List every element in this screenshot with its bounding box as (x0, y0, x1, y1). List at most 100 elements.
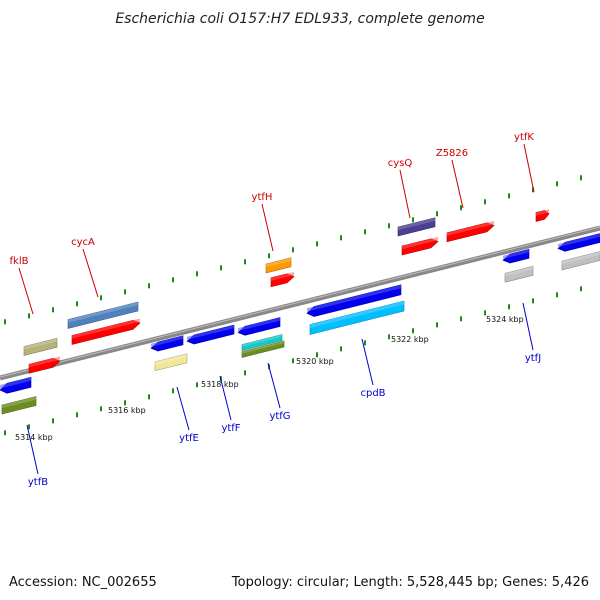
feature-ytfG-partner-a-highlight (242, 334, 282, 347)
feature-ytfB-partner[interactable] (1, 396, 37, 415)
accession-label: Accession: NC_002655 (9, 575, 157, 590)
gene-ytfJ-leader (522, 302, 534, 351)
kbp-scale-label: 5322 kbp (391, 335, 429, 344)
feature-fklB-partner[interactable] (23, 337, 58, 356)
tick-mark (364, 229, 366, 235)
feature-ytfB[interactable] (0, 376, 32, 394)
tick-mark (412, 217, 414, 223)
feature-right-edge-gray[interactable] (561, 251, 600, 271)
tick-mark (76, 301, 78, 307)
feature-right-edge-gray-highlight (562, 251, 600, 265)
tick-mark (364, 340, 366, 346)
feature-ytfK-highlight (536, 209, 549, 216)
feature-right-edge-blue[interactable] (557, 233, 600, 252)
tick-mark (484, 310, 486, 316)
tick-mark (76, 412, 78, 418)
tick-mark (148, 283, 150, 289)
feature-cpdB-partner[interactable] (309, 300, 405, 335)
tick-mark (148, 394, 150, 400)
gene-ytfE-label[interactable]: ytfE (179, 433, 199, 444)
tick-mark (100, 295, 102, 301)
kbp-scale-label: 5324 kbp (486, 315, 524, 324)
gene-ytfB-label[interactable]: ytfB (28, 477, 48, 488)
tick-mark (196, 382, 198, 388)
feature-ytfE[interactable] (150, 335, 184, 352)
gene-ytfG-leader (267, 362, 281, 409)
tick-mark (124, 289, 126, 295)
feature-cpdB-highlight (307, 284, 401, 312)
feature-ytfH[interactable] (270, 272, 295, 288)
feature-ytfJ-partner-highlight (505, 266, 533, 277)
gene-fklB-label[interactable]: fklB (10, 256, 29, 267)
gene-cycA-leader (82, 248, 99, 298)
feature-cysQ-partner[interactable] (397, 217, 436, 237)
feature-ytfE-partner[interactable] (154, 353, 188, 372)
gene-ytfF-label[interactable]: ytfF (221, 423, 240, 434)
tick-mark (436, 211, 438, 217)
feature-layer (0, 209, 600, 415)
tick-mark (340, 346, 342, 352)
tick-mark (172, 388, 174, 394)
gene-cysQ-label[interactable]: cysQ (388, 158, 413, 169)
tick-mark (508, 193, 510, 199)
tick-mark (292, 358, 294, 364)
feature-fklB[interactable] (28, 356, 61, 374)
tick-mark (484, 199, 486, 205)
gene-ytfH-label[interactable]: ytfH (252, 192, 273, 203)
gene-Z5826-label[interactable]: Z5826 (436, 148, 468, 159)
gene-ytfG-label[interactable]: ytfG (269, 411, 290, 422)
feature-cysQ-partner-highlight (398, 217, 435, 231)
gene-cycA-label[interactable]: cycA (71, 237, 95, 248)
tick-mark (556, 292, 558, 298)
tick-mark (436, 322, 438, 328)
feature-ytfG-partner-b[interactable] (241, 340, 285, 358)
feature-Z5826[interactable] (446, 221, 495, 243)
gene-cysQ-leader (399, 169, 411, 219)
tick-mark (316, 241, 318, 247)
tick-mark (340, 235, 342, 241)
genome-summary: Topology: circular; Length: 5,528,445 bp… (231, 575, 589, 590)
feature-ytfG-partner-a[interactable] (241, 334, 283, 351)
feature-ytfH-partner[interactable] (265, 257, 292, 274)
feature-ytfJ[interactable] (502, 248, 530, 264)
feature-cycA-partner[interactable] (67, 301, 139, 329)
tick-layer (4, 175, 582, 436)
gene-ytfE-leader (176, 386, 190, 431)
feature-cycA[interactable] (71, 318, 141, 345)
gene-ytfJ-label[interactable]: ytfJ (525, 353, 541, 364)
feature-cysQ[interactable] (401, 237, 439, 256)
feature-ytfG-partner-b-highlight (242, 341, 284, 354)
genome-backbone (0, 225, 600, 381)
feature-ytfF-highlight (187, 325, 234, 340)
tick-mark (220, 265, 222, 271)
gene-ytfF-leader (219, 375, 232, 421)
tick-mark (412, 328, 414, 334)
tick-mark (268, 253, 270, 259)
tick-mark (460, 205, 462, 211)
feature-ytfJ-partner[interactable] (504, 265, 534, 283)
tick-mark (52, 307, 54, 313)
tick-mark (316, 352, 318, 358)
gene-ytfK-label[interactable]: ytfK (514, 132, 534, 143)
tick-mark (100, 406, 102, 412)
tick-mark (244, 370, 246, 376)
gene-cpdB-label[interactable]: cpdB (360, 388, 385, 399)
kbp-scale-label: 5314 kbp (15, 433, 53, 442)
feature-cpdB[interactable] (306, 284, 402, 317)
feature-fklB-partner-highlight (24, 338, 57, 350)
feature-ytfB-partner-highlight (2, 396, 36, 409)
gene-cpdB-leader (361, 338, 374, 386)
feature-cpdB-partner-highlight (310, 301, 404, 328)
gene-ytfH-leader (261, 203, 274, 252)
tick-mark (124, 400, 126, 406)
feature-ytfK[interactable] (535, 209, 550, 222)
gene-Z5826-leader (451, 159, 464, 209)
tick-mark (532, 187, 534, 193)
feature-ytfG[interactable] (237, 317, 281, 336)
tick-mark (4, 430, 6, 436)
feature-cycA-highlight (72, 318, 140, 339)
feature-ytfF[interactable] (186, 324, 235, 345)
gene-fklB-leader (18, 267, 34, 315)
